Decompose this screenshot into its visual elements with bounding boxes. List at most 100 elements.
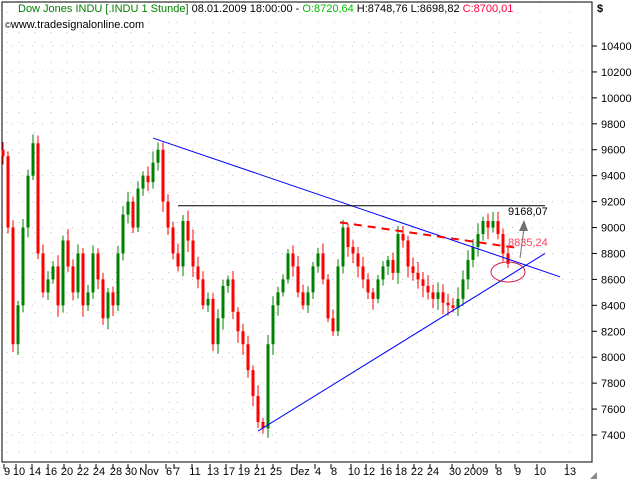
x-tick-label: 25 [270, 466, 282, 478]
candle-body [356, 253, 360, 267]
candle-body [306, 292, 310, 306]
candle-body [466, 259, 470, 280]
candle-body [16, 305, 20, 345]
y-tick-label: 8400 [601, 300, 625, 312]
candle-body [216, 318, 220, 345]
x-tick-label: 20 [61, 466, 73, 478]
candle-body [501, 234, 505, 254]
x-tick-label: 30 [449, 466, 461, 478]
x-tick-label: 30 [125, 466, 137, 478]
candle-body [296, 266, 300, 293]
candle-body [181, 221, 185, 267]
candle-body [1, 149, 5, 157]
candle-body [211, 298, 215, 345]
candle-body [476, 234, 480, 247]
candle-body [231, 279, 235, 312]
candle-body [136, 188, 140, 228]
x-tick-label: 21 [254, 466, 266, 478]
lower-trendline [257, 253, 546, 432]
resistance-label: 9168,07 [508, 206, 548, 218]
x-tick-label: 9 [4, 466, 10, 478]
candle-body [241, 331, 245, 345]
candle-body [61, 240, 65, 306]
candle-body [81, 253, 85, 306]
candle-body [116, 253, 120, 306]
candle-body [446, 302, 450, 306]
candle-body [31, 143, 35, 176]
candle-body [316, 253, 320, 267]
x-tick-label: 8 [496, 466, 502, 478]
datetime: 08.01.2009 18:00:00 - [191, 3, 300, 15]
candle-body [401, 234, 405, 241]
candle-body [486, 221, 490, 228]
candle-body [386, 259, 390, 267]
candle-body [366, 279, 370, 293]
x-tick-label: 8 [331, 466, 337, 478]
x-tick-label: 10 [13, 466, 25, 478]
candle-body [491, 221, 495, 228]
x-tick-label: 14 [29, 466, 41, 478]
candle-body [396, 234, 400, 273]
y-tick-label: 8000 [601, 352, 625, 364]
symbol-title: Dow Jones INDU [.INDU 1 Stunde] [18, 3, 189, 15]
currency-label: $ [597, 3, 604, 15]
candle-body [256, 396, 260, 423]
candle-body [496, 221, 500, 235]
y-tick-label: 7800 [601, 378, 625, 390]
candle-body [11, 227, 15, 345]
candle-body [286, 253, 290, 280]
candle-body [246, 344, 250, 371]
candle-body [51, 266, 55, 280]
candle-body [176, 253, 180, 267]
candle-body [171, 227, 175, 254]
x-tick-label: 10 [534, 466, 546, 478]
y-tick-label: 9000 [601, 223, 625, 235]
candle-body [371, 292, 375, 299]
candle-body [311, 266, 315, 293]
candle-body [271, 305, 275, 345]
x-tick-label: 22 [411, 466, 423, 478]
x-tick-label: 16 [45, 466, 57, 478]
candle-body [221, 285, 225, 319]
x-tick-label: Nov [139, 466, 159, 478]
candle-body [186, 221, 190, 241]
y-tick-label: 9200 [601, 197, 625, 209]
candle-body [236, 311, 240, 332]
candle-body [461, 279, 465, 299]
candle-body [421, 279, 425, 286]
candle-body [6, 156, 10, 228]
candle-body [326, 279, 330, 319]
y-tick-label: 7400 [601, 430, 625, 442]
candle-body [336, 266, 340, 332]
candle-body [96, 253, 100, 280]
candle-body [276, 292, 280, 306]
candle-body [291, 253, 295, 267]
chart-header: Dow Jones INDU [.INDU 1 Stunde] 08.01.20… [18, 3, 513, 15]
y-tick-label: 8800 [601, 248, 625, 260]
candle-body [456, 298, 460, 308]
x-tick-label: Dez [290, 466, 310, 478]
candle-body [201, 279, 205, 306]
dashed-line-label: 8835,24 [508, 237, 548, 249]
y-tick-label: 9400 [601, 171, 625, 183]
candle-body [86, 292, 90, 306]
candle-body [126, 201, 130, 215]
candle-body [226, 279, 230, 286]
copyright-icon: © [5, 21, 11, 30]
candle-body [146, 175, 150, 183]
resize-grip-icon [590, 472, 597, 479]
y-tick-label: 9800 [601, 119, 625, 131]
candle-body [21, 227, 25, 306]
dashed-trendline [339, 221, 521, 250]
candle-body [251, 370, 255, 397]
candle-body [161, 149, 165, 202]
candle-body [71, 266, 75, 293]
candle-body [156, 149, 160, 163]
candle-body [281, 279, 285, 293]
candle-body [131, 201, 135, 228]
close-value: C:8700,01 [462, 3, 514, 15]
x-tick-label: 19 [238, 466, 250, 478]
candle-body [451, 305, 455, 308]
candle-body [76, 253, 80, 293]
